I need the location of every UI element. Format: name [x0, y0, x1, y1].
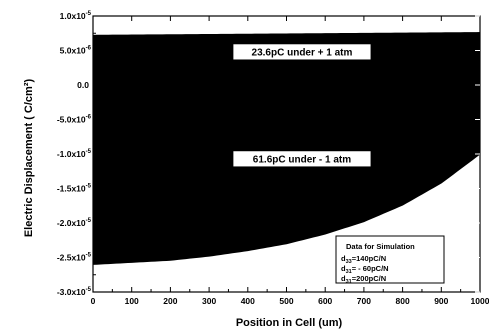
simulation-line-2: d31= - 60pC/N — [341, 264, 389, 275]
y-tick-label: -2.0x10-5 — [57, 218, 92, 228]
annotation-box — [232, 150, 372, 168]
x-tick-label: 0 — [91, 296, 96, 306]
annotation-label: 23.6pC under + 1 atm — [252, 47, 353, 58]
x-tick-label: 1000 — [471, 296, 489, 306]
simulation-line-1: d33=140pC/N — [341, 254, 386, 265]
simulation-data-box: Data for Simulation d33=140pC/N d31= - 6… — [335, 235, 445, 285]
x-tick-label: 900 — [434, 296, 448, 306]
y-tick-label: 5.0x10-6 — [60, 46, 92, 56]
x-tick-label: 700 — [357, 296, 371, 306]
y-tick-label: -1.0x10-5 — [57, 149, 92, 159]
x-tick-label: 400 — [241, 296, 255, 306]
y-axis-title: Electric Displacement ( C/cm²) — [23, 79, 35, 238]
y-tick-label: 0.0 — [77, 80, 89, 90]
x-tick-label: 100 — [125, 296, 139, 306]
x-axis-title: Position in Cell (um) — [236, 317, 343, 329]
x-tick-label: 500 — [279, 296, 293, 306]
x-tick-label: 200 — [163, 296, 177, 306]
axis-ticks — [92, 15, 481, 293]
x-tick-label: 300 — [202, 296, 216, 306]
simulation-line-3: d31=200pC/N — [341, 274, 386, 285]
y-tick-label: -1.5x10-5 — [57, 184, 92, 194]
simulation-box-frame — [335, 235, 445, 284]
annotation-label: 61.6pC under - 1 atm — [253, 154, 351, 165]
y-tick-label: 1.0x10-5 — [60, 11, 92, 21]
displacement-area — [92, 32, 481, 265]
y-tick-label: -3.0x10-5 — [57, 287, 92, 297]
annotations: 23.6pC under + 1 atm 61.6pC under - 1 atm — [232, 43, 372, 168]
y-tick-label: -5.0x10-6 — [57, 115, 92, 125]
x-tick-label: 600 — [318, 296, 332, 306]
simulation-box-title: Data for Simulation — [346, 242, 415, 251]
tick-labels: 0 100 200 300 400 500 600 700 800 900 1000 1.0x10-5… — [57, 11, 489, 306]
y-tick-label: -2.5x10-5 — [57, 253, 92, 263]
annotation-box — [232, 43, 372, 61]
x-tick-label: 800 — [396, 296, 410, 306]
